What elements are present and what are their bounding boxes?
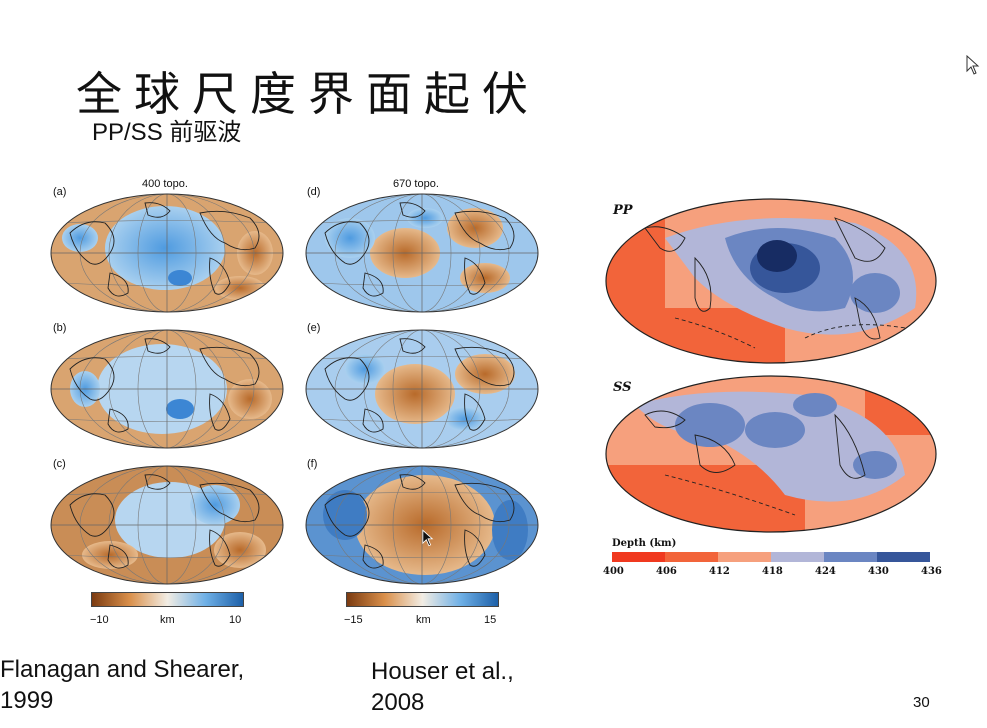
depth-legend-title: Depth (km) (612, 538, 677, 549)
column-title-670: 670 topo. (393, 178, 439, 190)
panel-label-b: (b) (53, 322, 67, 334)
citation-left-line1: Flanagan and Shearer, (0, 656, 245, 683)
colorbar-400-unit: km (160, 614, 175, 626)
depth-legend-tick: 436 (921, 566, 942, 577)
topography-map-d (305, 193, 539, 313)
colorbar-670-max: 15 (484, 614, 497, 626)
ss-depth-map (605, 375, 937, 533)
depth-legend-tick: 406 (656, 566, 677, 577)
depth-legend-tick: 400 (603, 566, 624, 577)
panel-label-e: (e) (307, 322, 321, 334)
depth-legend-swatch (824, 552, 877, 562)
slide-title: 全球尺度界面起伏 (76, 67, 540, 121)
panel-label-d: (d) (307, 186, 321, 198)
column-title-400: 400 topo. (142, 178, 188, 190)
cursor-arrow-icon (422, 529, 434, 547)
colorbar-400 (91, 592, 244, 607)
colorbar-670-min: −15 (344, 614, 363, 626)
colorbar-400-max: 10 (229, 614, 242, 626)
depth-legend-tick: 418 (762, 566, 783, 577)
citation-right-line1: Houser et al., (371, 658, 514, 685)
colorbar-670-unit: km (416, 614, 431, 626)
depth-legend-swatch (612, 552, 665, 562)
citation-right-line2: 2008 (371, 689, 425, 716)
pp-map-label: PP (613, 203, 633, 218)
colorbar-670 (346, 592, 499, 607)
pp-depth-map (605, 198, 937, 364)
colorbar-400-min: −10 (90, 614, 109, 626)
depth-legend-swatch (665, 552, 718, 562)
ss-map-label: SS (613, 380, 632, 395)
panel-label-c: (c) (53, 458, 66, 470)
citation-left-line2: 1999 (0, 687, 54, 714)
slide-subtitle: PP/SS 前驱波 (92, 119, 242, 146)
panel-label-f: (f) (307, 458, 318, 470)
topography-map-b (50, 329, 284, 449)
citation-right: Houser et al., 2008 (371, 656, 514, 718)
depth-legend-swatch (771, 552, 824, 562)
topography-map-e (305, 329, 539, 449)
topography-map-c (50, 465, 284, 585)
topography-map-a (50, 193, 284, 313)
depth-legend-bar (612, 552, 930, 562)
panel-label-a: (a) (53, 186, 67, 198)
mouse-pointer-icon (966, 55, 980, 75)
depth-legend-swatch (877, 552, 930, 562)
depth-legend-tick: 412 (709, 566, 730, 577)
depth-legend-tick: 430 (868, 566, 889, 577)
citation-left: Flanagan and Shearer, 1999 (0, 654, 244, 716)
topography-map-f (305, 465, 539, 585)
depth-legend-swatch (718, 552, 771, 562)
page-number: 30 (913, 694, 930, 711)
depth-legend-tick: 424 (815, 566, 836, 577)
